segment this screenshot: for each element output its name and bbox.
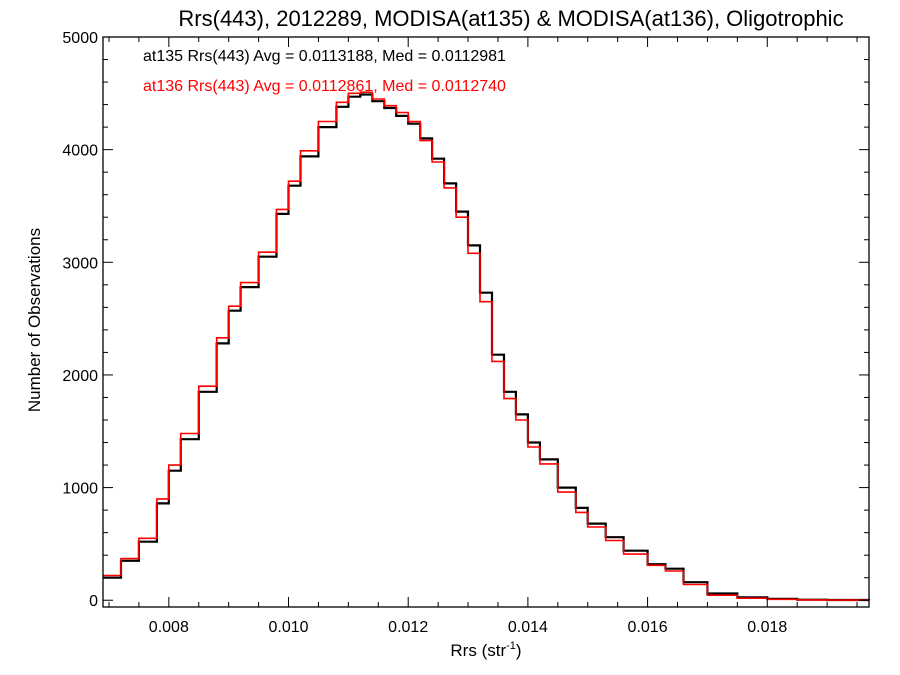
x-tick-label: 0.008: [149, 619, 189, 636]
series-line-at135: [103, 93, 871, 602]
y-axis-ticks: 0 1000 2000 3000 4000 5000: [62, 30, 869, 610]
y-tick-label: 1000: [62, 481, 98, 498]
y-tick-label: 5000: [62, 30, 98, 47]
annotation-at136: at136 Rrs(443) Avg = 0.0112861, Med = 0.…: [143, 78, 506, 95]
x-tick-label: 0.016: [628, 619, 668, 636]
y-axis-title: Number of Observations: [25, 228, 44, 412]
chart-title: Rrs(443), 2012289, MODISA(at135) & MODIS…: [178, 6, 843, 31]
x-tick-label: 0.012: [388, 619, 428, 636]
y-tick-label: 0: [89, 593, 98, 610]
y-tick-label: 3000: [62, 255, 98, 272]
x-axis-ticks: 0.008 0.010 0.012 0.014 0.016 0.018: [108, 37, 858, 636]
x-tick-label: 0.010: [268, 619, 308, 636]
y-tick-label: 4000: [62, 143, 98, 160]
series-line-at136: [103, 91, 870, 601]
x-tick-label: 0.014: [508, 619, 548, 636]
x-tick-label: 0.018: [747, 619, 787, 636]
plot-frame: [102, 36, 870, 608]
y-tick-label: 2000: [62, 368, 98, 385]
annotation-at135: at135 Rrs(443) Avg = 0.0113188, Med = 0.…: [143, 48, 506, 65]
series-layer: [103, 91, 871, 602]
x-axis-title-superscript: -1: [506, 640, 516, 652]
x-axis-title: Rrs (str-1): [450, 640, 521, 660]
